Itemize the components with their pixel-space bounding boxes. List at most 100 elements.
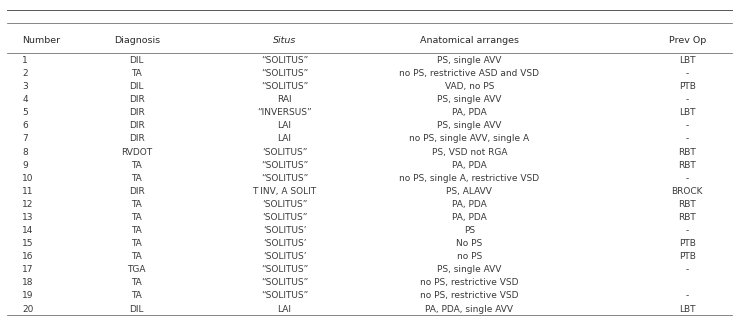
Text: PA, PDA: PA, PDA (452, 108, 487, 117)
Text: 5: 5 (22, 108, 28, 117)
Text: ‘SOLITUS”: ‘SOLITUS” (262, 148, 307, 157)
Text: LBT: LBT (679, 305, 695, 314)
Text: ‘SOLITUS’: ‘SOLITUS’ (263, 239, 306, 248)
Text: PTB: PTB (679, 239, 695, 248)
Text: PA, PDA: PA, PDA (452, 200, 487, 209)
Text: “SOLITUS”: “SOLITUS” (261, 56, 308, 65)
Text: DIR: DIR (129, 95, 145, 104)
Text: -: - (686, 291, 689, 300)
Text: TA: TA (132, 69, 142, 78)
Text: VAD, no PS: VAD, no PS (445, 82, 494, 91)
Text: -: - (686, 174, 689, 183)
Text: 4: 4 (22, 95, 28, 104)
Text: DIL: DIL (129, 305, 144, 314)
Text: -: - (686, 134, 689, 143)
Text: PA, PDA: PA, PDA (452, 213, 487, 222)
Text: 3: 3 (22, 82, 28, 91)
Text: TA: TA (132, 161, 142, 170)
Text: TA: TA (132, 226, 142, 235)
Text: “SOLITUS”: “SOLITUS” (261, 265, 308, 274)
Text: PS, single AVV: PS, single AVV (437, 95, 502, 104)
Text: “SOLITUS”: “SOLITUS” (261, 291, 308, 300)
Text: 9: 9 (22, 161, 28, 170)
Text: 16: 16 (22, 252, 34, 261)
Text: no PS, restrictive ASD and VSD: no PS, restrictive ASD and VSD (399, 69, 539, 78)
Text: Situs: Situs (273, 36, 296, 45)
Text: RBT: RBT (678, 200, 696, 209)
Text: -: - (686, 226, 689, 235)
Text: RVDOT: RVDOT (121, 148, 152, 157)
Text: DIL: DIL (129, 82, 144, 91)
Text: RBT: RBT (678, 213, 696, 222)
Text: 19: 19 (22, 291, 34, 300)
Text: -: - (686, 121, 689, 130)
Text: -: - (686, 95, 689, 104)
Text: ‘SOLITUS”: ‘SOLITUS” (262, 213, 307, 222)
Text: DIR: DIR (129, 134, 145, 143)
Text: “INVERSUS”: “INVERSUS” (257, 108, 312, 117)
Text: TA: TA (132, 278, 142, 287)
Text: ‘SOLITUS’: ‘SOLITUS’ (263, 226, 306, 235)
Text: 8: 8 (22, 148, 28, 157)
Text: RAI: RAI (277, 95, 292, 104)
Text: DIR: DIR (129, 108, 145, 117)
Text: TA: TA (132, 252, 142, 261)
Text: 14: 14 (22, 226, 33, 235)
Text: LAI: LAI (278, 121, 291, 130)
Text: TGA: TGA (127, 265, 146, 274)
Text: T INV, A SOLIT: T INV, A SOLIT (253, 187, 316, 196)
Text: -: - (686, 265, 689, 274)
Text: “SOLITUS”: “SOLITUS” (261, 69, 308, 78)
Text: PS, VSD not RGA: PS, VSD not RGA (432, 148, 507, 157)
Text: TA: TA (132, 213, 142, 222)
Text: No PS: No PS (456, 239, 483, 248)
Text: PA, PDA, single AVV: PA, PDA, single AVV (425, 305, 514, 314)
Text: 15: 15 (22, 239, 34, 248)
Text: 1: 1 (22, 56, 28, 65)
Text: 13: 13 (22, 213, 34, 222)
Text: PS, single AVV: PS, single AVV (437, 265, 502, 274)
Text: no PS, single A, restrictive VSD: no PS, single A, restrictive VSD (399, 174, 539, 183)
Text: Number: Number (22, 36, 61, 45)
Text: 2: 2 (22, 69, 28, 78)
Text: Diagnosis: Diagnosis (114, 36, 160, 45)
Text: RBT: RBT (678, 161, 696, 170)
Text: PTB: PTB (679, 82, 695, 91)
Text: TA: TA (132, 174, 142, 183)
Text: LBT: LBT (679, 56, 695, 65)
Text: PS: PS (463, 226, 475, 235)
Text: Prev Op: Prev Op (669, 36, 706, 45)
Text: DIL: DIL (129, 56, 144, 65)
Text: LAI: LAI (278, 134, 291, 143)
Text: PS, single AVV: PS, single AVV (437, 56, 502, 65)
Text: LBT: LBT (679, 108, 695, 117)
Text: -: - (686, 69, 689, 78)
Text: no PS: no PS (457, 252, 482, 261)
Text: PS, single AVV: PS, single AVV (437, 121, 502, 130)
Text: no PS, restrictive VSD: no PS, restrictive VSD (420, 278, 519, 287)
Text: TA: TA (132, 200, 142, 209)
Text: 11: 11 (22, 187, 34, 196)
Text: DIR: DIR (129, 187, 145, 196)
Text: BROCK: BROCK (672, 187, 703, 196)
Text: ‘SOLITUS’: ‘SOLITUS’ (263, 252, 306, 261)
Text: “SOLITUS”: “SOLITUS” (261, 161, 308, 170)
Text: “SOLITUS”: “SOLITUS” (261, 82, 308, 91)
Text: RBT: RBT (678, 148, 696, 157)
Text: 7: 7 (22, 134, 28, 143)
Text: PS, ALAVV: PS, ALAVV (446, 187, 492, 196)
Text: 10: 10 (22, 174, 34, 183)
Text: 17: 17 (22, 265, 34, 274)
Text: “SOLITUS”: “SOLITUS” (261, 174, 308, 183)
Text: TA: TA (132, 291, 142, 300)
Text: no PS, restrictive VSD: no PS, restrictive VSD (420, 291, 519, 300)
Text: 12: 12 (22, 200, 33, 209)
Text: Anatomical arranges: Anatomical arranges (420, 36, 519, 45)
Text: DIR: DIR (129, 121, 145, 130)
Text: “SOLITUS”: “SOLITUS” (261, 278, 308, 287)
Text: LAI: LAI (278, 305, 291, 314)
Text: 6: 6 (22, 121, 28, 130)
Text: no PS, single AVV, single A: no PS, single AVV, single A (409, 134, 529, 143)
Text: 18: 18 (22, 278, 34, 287)
Text: PA, PDA: PA, PDA (452, 161, 487, 170)
